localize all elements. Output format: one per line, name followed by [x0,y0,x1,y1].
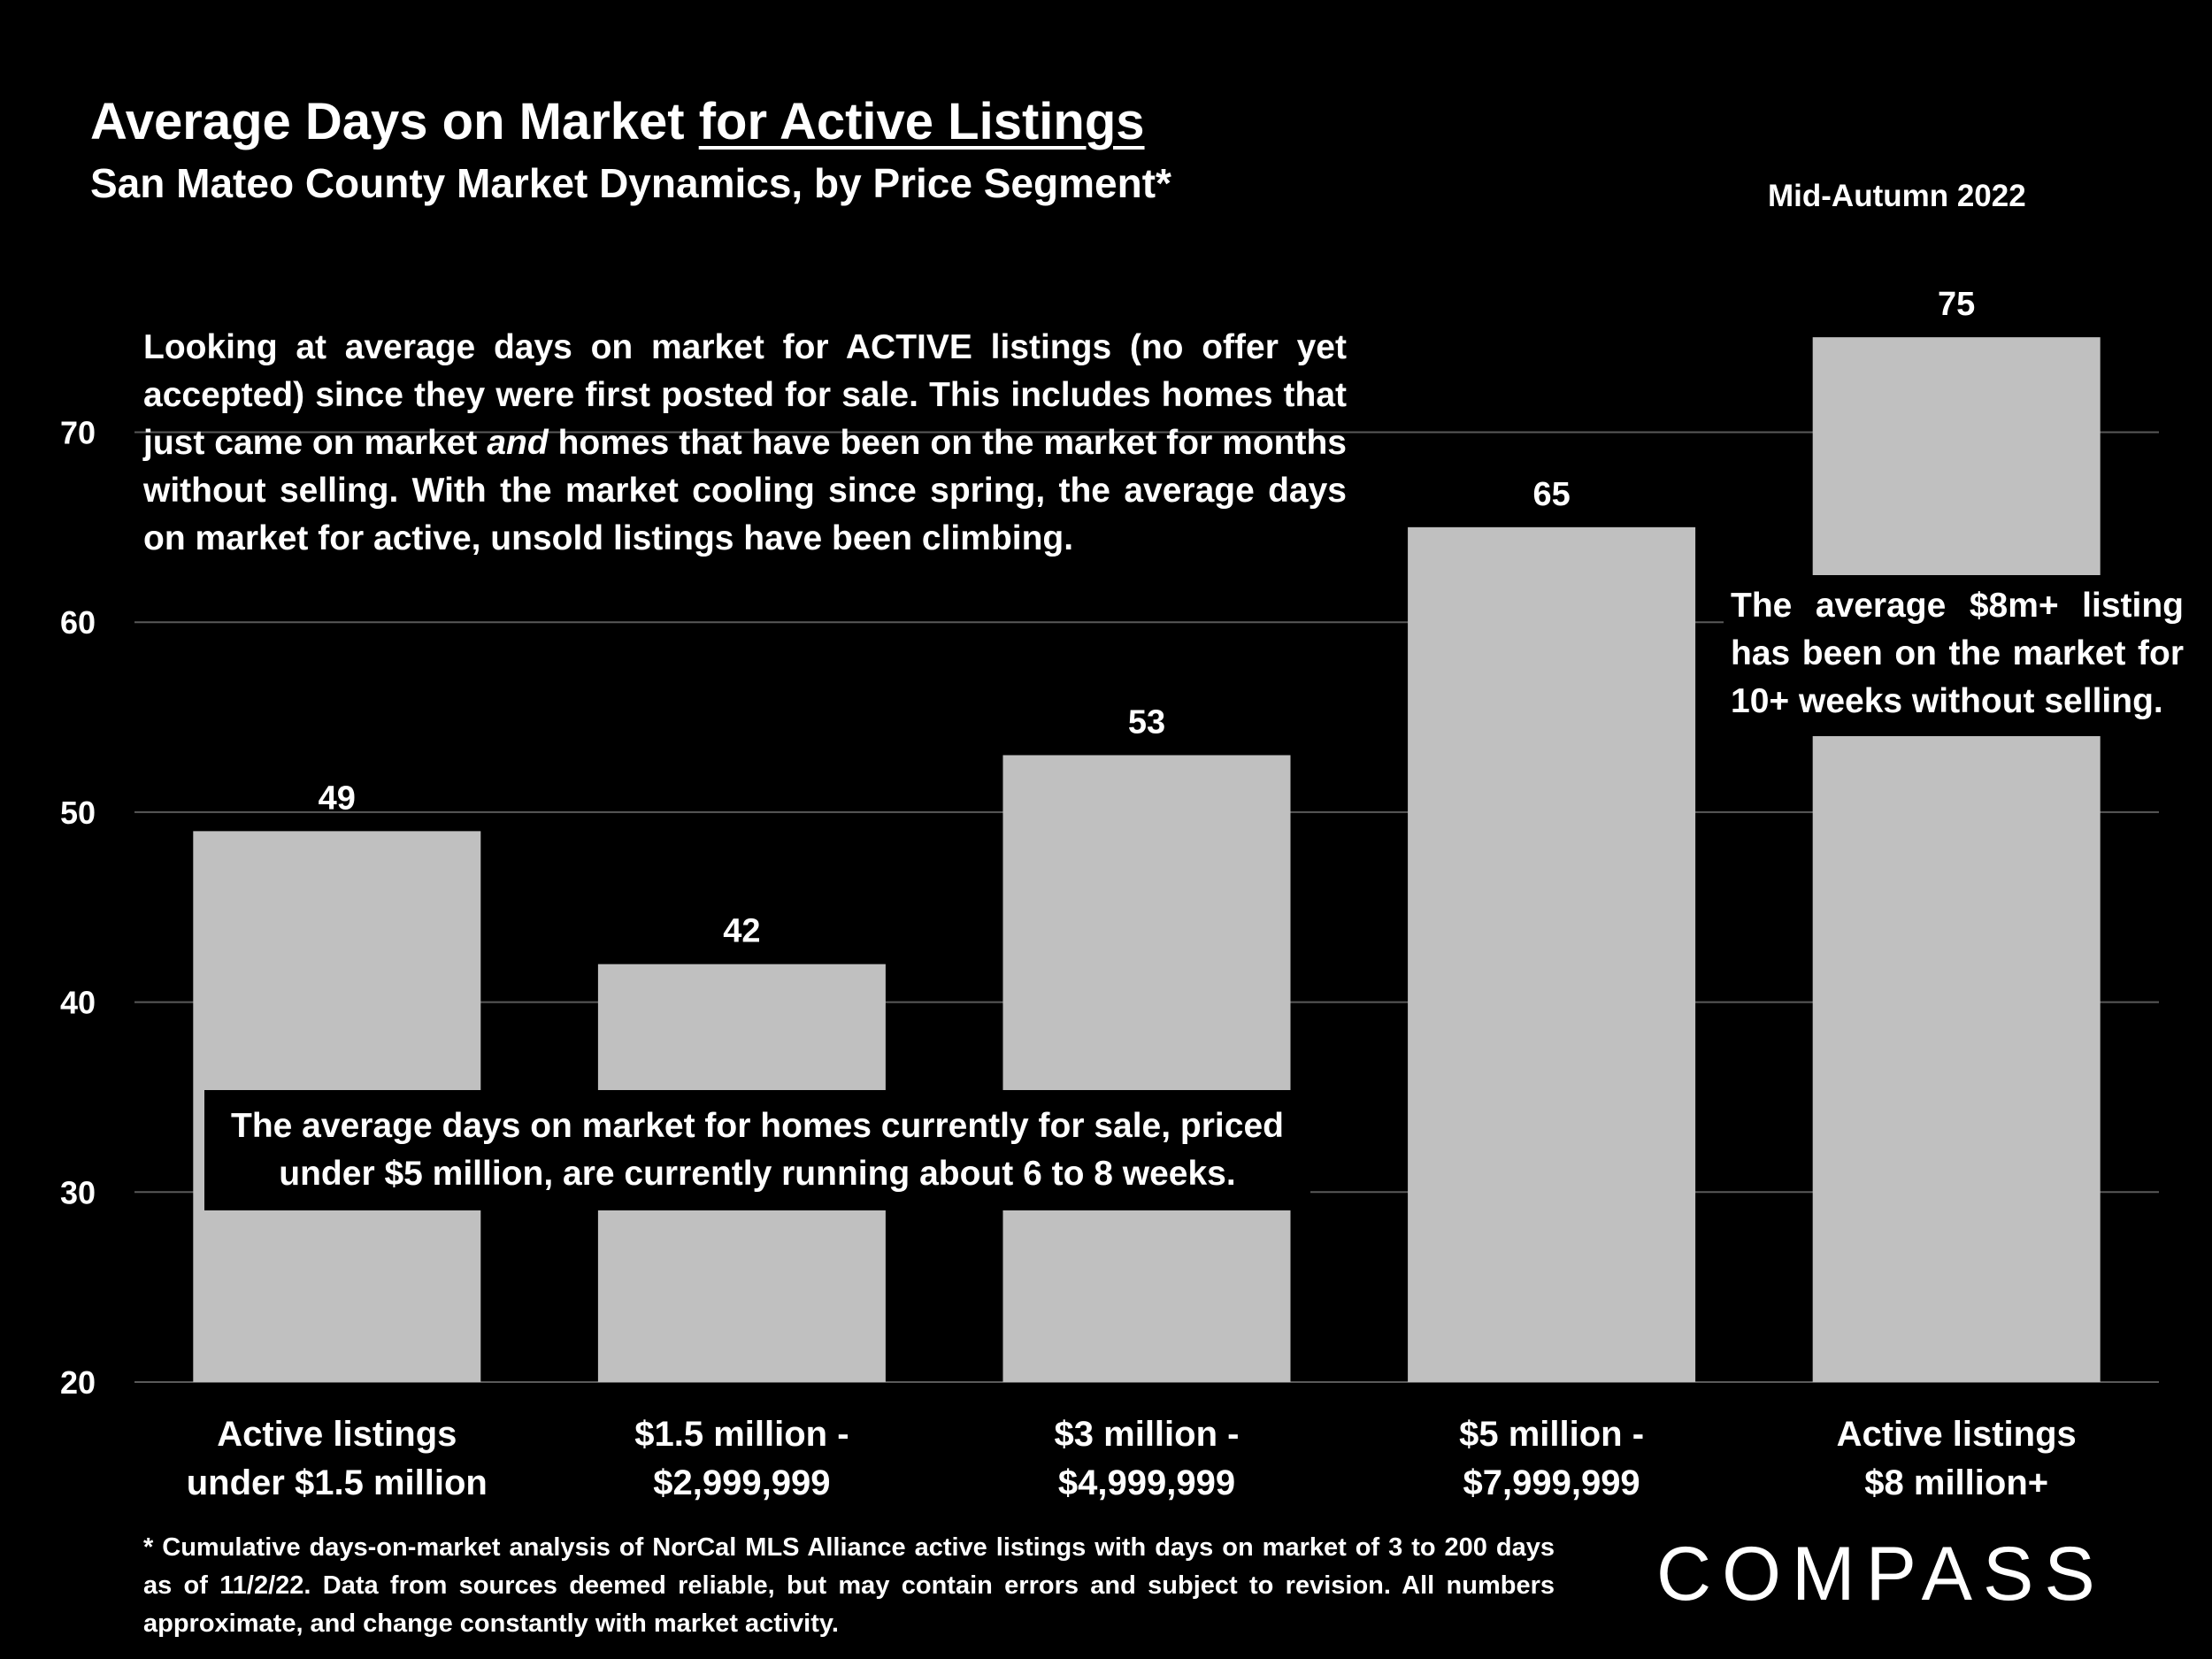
active-note-text-1: Looking at average days on market for AC… [143,328,1347,462]
under-5m-note: The average days on market for homes cur… [204,1090,1310,1210]
y-axis-ticks: 20 30 40 50 60 70 [60,415,96,1402]
over-8m-note: The average $8m+ listing has been on the… [1724,575,2193,736]
chart-subtitle: San Mateo County Market Dynamics, by Pri… [90,160,1171,206]
under-5m-note-line-1: The average days on market for homes cur… [231,1107,1284,1145]
x-tick-label: $7,999,999 [1463,1463,1640,1502]
bar [1812,337,2101,1382]
y-tick-label: 70 [60,415,96,451]
x-tick-label: $8 million+ [1864,1463,2048,1502]
bars [193,337,2101,1382]
x-tick-label: $2,999,999 [653,1463,830,1502]
x-tick-label: Active listings [217,1415,457,1454]
x-tick-label: $1.5 million - [634,1415,849,1454]
data-label: 65 [1532,476,1570,513]
x-tick-label: $3 million - [1055,1415,1240,1454]
x-tick-label: $4,999,999 [1058,1463,1235,1502]
y-tick-label: 50 [60,795,96,831]
active-listings-note: Looking at average days on market for AC… [143,324,1347,563]
x-tick-label: $5 million - [1459,1415,1644,1454]
under-5m-note-line-2: under $5 million, are currently running … [279,1155,1236,1193]
x-tick-label: Active listings [1837,1415,2077,1454]
active-note-text-2: homes that have been on the market for m… [143,424,1347,557]
y-tick-label: 40 [60,985,96,1021]
chart-title: Average Days on Market for Active Listin… [90,92,1145,151]
data-label: 75 [1938,286,1975,323]
footnote: * Cumulative days-on-market analysis of … [143,1533,1555,1638]
y-tick-label: 20 [60,1364,96,1401]
y-tick-label: 60 [60,604,96,641]
data-label: 49 [319,780,356,817]
data-label: 42 [723,913,760,950]
bar [1002,755,1291,1382]
compass-logo: COMPASS [1656,1532,2106,1617]
data-label: 53 [1128,703,1165,741]
x-tick-label: under $1.5 million [187,1463,488,1502]
title-text: Average Days on Market [90,93,699,150]
y-tick-label: 30 [60,1174,96,1210]
title-underlined-text: for Active Listings [698,93,1145,150]
data-labels: 49 42 53 65 75 [319,286,1976,950]
bar [1408,526,1696,1382]
x-axis-labels: Active listings under $1.5 million $1.5 mi… [187,1415,2077,1502]
active-note-emphasis: and [487,424,549,462]
period-label: Mid-Autumn 2022 [1768,179,2026,213]
